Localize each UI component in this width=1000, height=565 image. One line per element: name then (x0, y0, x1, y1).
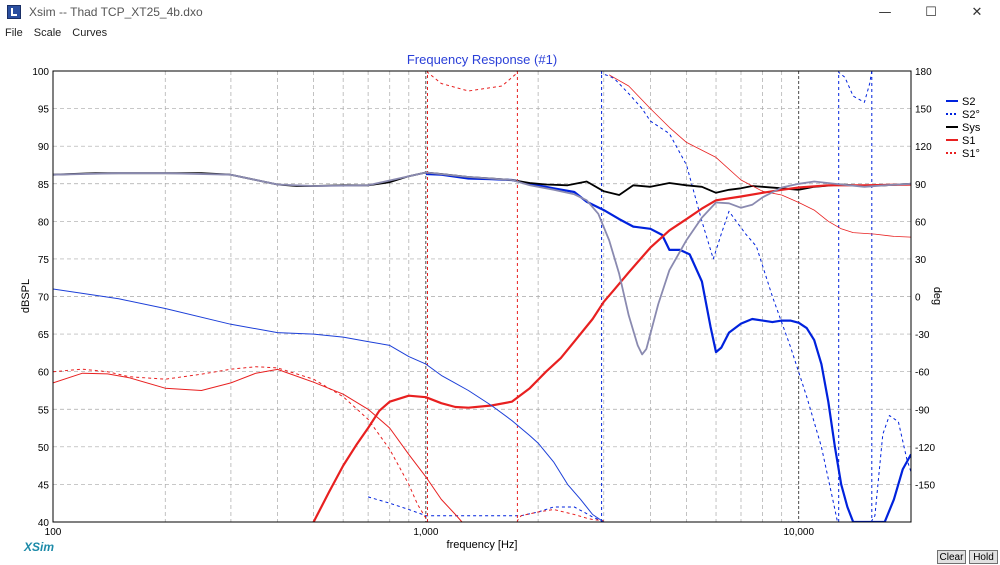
y2-tick-label: 30 (915, 255, 927, 266)
y2-tick-label: -150 (915, 480, 935, 491)
series-line (425, 172, 911, 522)
close-button[interactable]: ✕ (971, 4, 983, 20)
y-tick-label: 95 (38, 105, 50, 116)
y-tick-label: 45 (38, 480, 50, 491)
y2-tick-label: -30 (915, 330, 930, 341)
y-tick-label: 50 (38, 443, 50, 454)
title-bar: Xsim -- Thad TCP_XT25_4b.dxo — ☐ ✕ (0, 0, 1000, 24)
y2-tick-label: 90 (915, 180, 927, 191)
y-tick-label: 60 (38, 368, 50, 379)
legend-label: S1° (962, 148, 980, 160)
x-axis-label: frequency [Hz] (447, 539, 518, 551)
legend-label: S2 (962, 96, 975, 108)
x-tick-label: 1,000 (413, 527, 438, 538)
y2-tick-label: -120 (915, 443, 935, 454)
frequency-response-chart: 40 45 50 55 60 65 70 75 80 85 90 95 100 -150 -120 -90 -6… (20, 52, 981, 551)
menu-curves[interactable]: Curves (72, 27, 108, 39)
y2-tick-label: 150 (915, 105, 932, 116)
clear-button[interactable]: Clear (937, 550, 966, 564)
y-tick-label: 100 (32, 67, 49, 78)
window-title: Xsim -- Thad TCP_XT25_4b.dxo (29, 5, 203, 19)
x-tick-label: 100 (45, 527, 62, 538)
y2-axis-label: deg (931, 287, 943, 305)
y-tick-label: 40 (38, 518, 50, 529)
window-controls: — ☐ ✕ (862, 0, 1000, 24)
x-tick-label: 10,000 (783, 527, 814, 538)
plot-frame (52, 70, 912, 523)
y-axis-label: dBSPL (20, 279, 32, 313)
menu-scale[interactable]: Scale (33, 27, 62, 39)
y-tick-label: 75 (38, 255, 50, 266)
menu-bar: File Scale Curves (0, 24, 1000, 42)
legend-label: S1 (962, 135, 975, 147)
hold-button[interactable]: Hold (969, 550, 998, 564)
minimize-button[interactable]: — (878, 4, 892, 20)
y-tick-label: 85 (38, 180, 50, 191)
y-tick-label: 80 (38, 217, 50, 228)
y2-tick-label: 180 (915, 67, 932, 78)
y-tick-label: 90 (38, 142, 50, 153)
y2-tick-label: 0 (915, 293, 921, 304)
series-line (608, 74, 911, 238)
series-line (53, 171, 911, 356)
legend-label: Sys (962, 122, 981, 134)
series-line (312, 183, 911, 522)
y-tick-label: 55 (38, 405, 50, 416)
y2-tick-label: -90 (915, 405, 930, 416)
y-tick-label: 70 (38, 293, 50, 304)
app-icon (7, 5, 21, 19)
y2-tick-label: -60 (915, 368, 930, 379)
series-line (53, 368, 463, 522)
y-tick-label: 65 (38, 330, 50, 341)
series-line (367, 71, 911, 522)
xsim-brand-logo: XSim (24, 540, 55, 554)
y2-tick-label: 120 (915, 142, 932, 153)
maximize-button[interactable]: ☐ (925, 4, 937, 20)
series-line (53, 288, 605, 522)
legend-label: S2° (962, 109, 980, 121)
menu-file[interactable]: File (5, 27, 23, 39)
chart-title: Frequency Response (#1) (407, 52, 557, 67)
y2-tick-label: 60 (915, 217, 927, 228)
chart-area: 40 45 50 55 60 65 70 75 80 85 90 95 100 -150 -120 -90 -6… (0, 42, 1000, 560)
